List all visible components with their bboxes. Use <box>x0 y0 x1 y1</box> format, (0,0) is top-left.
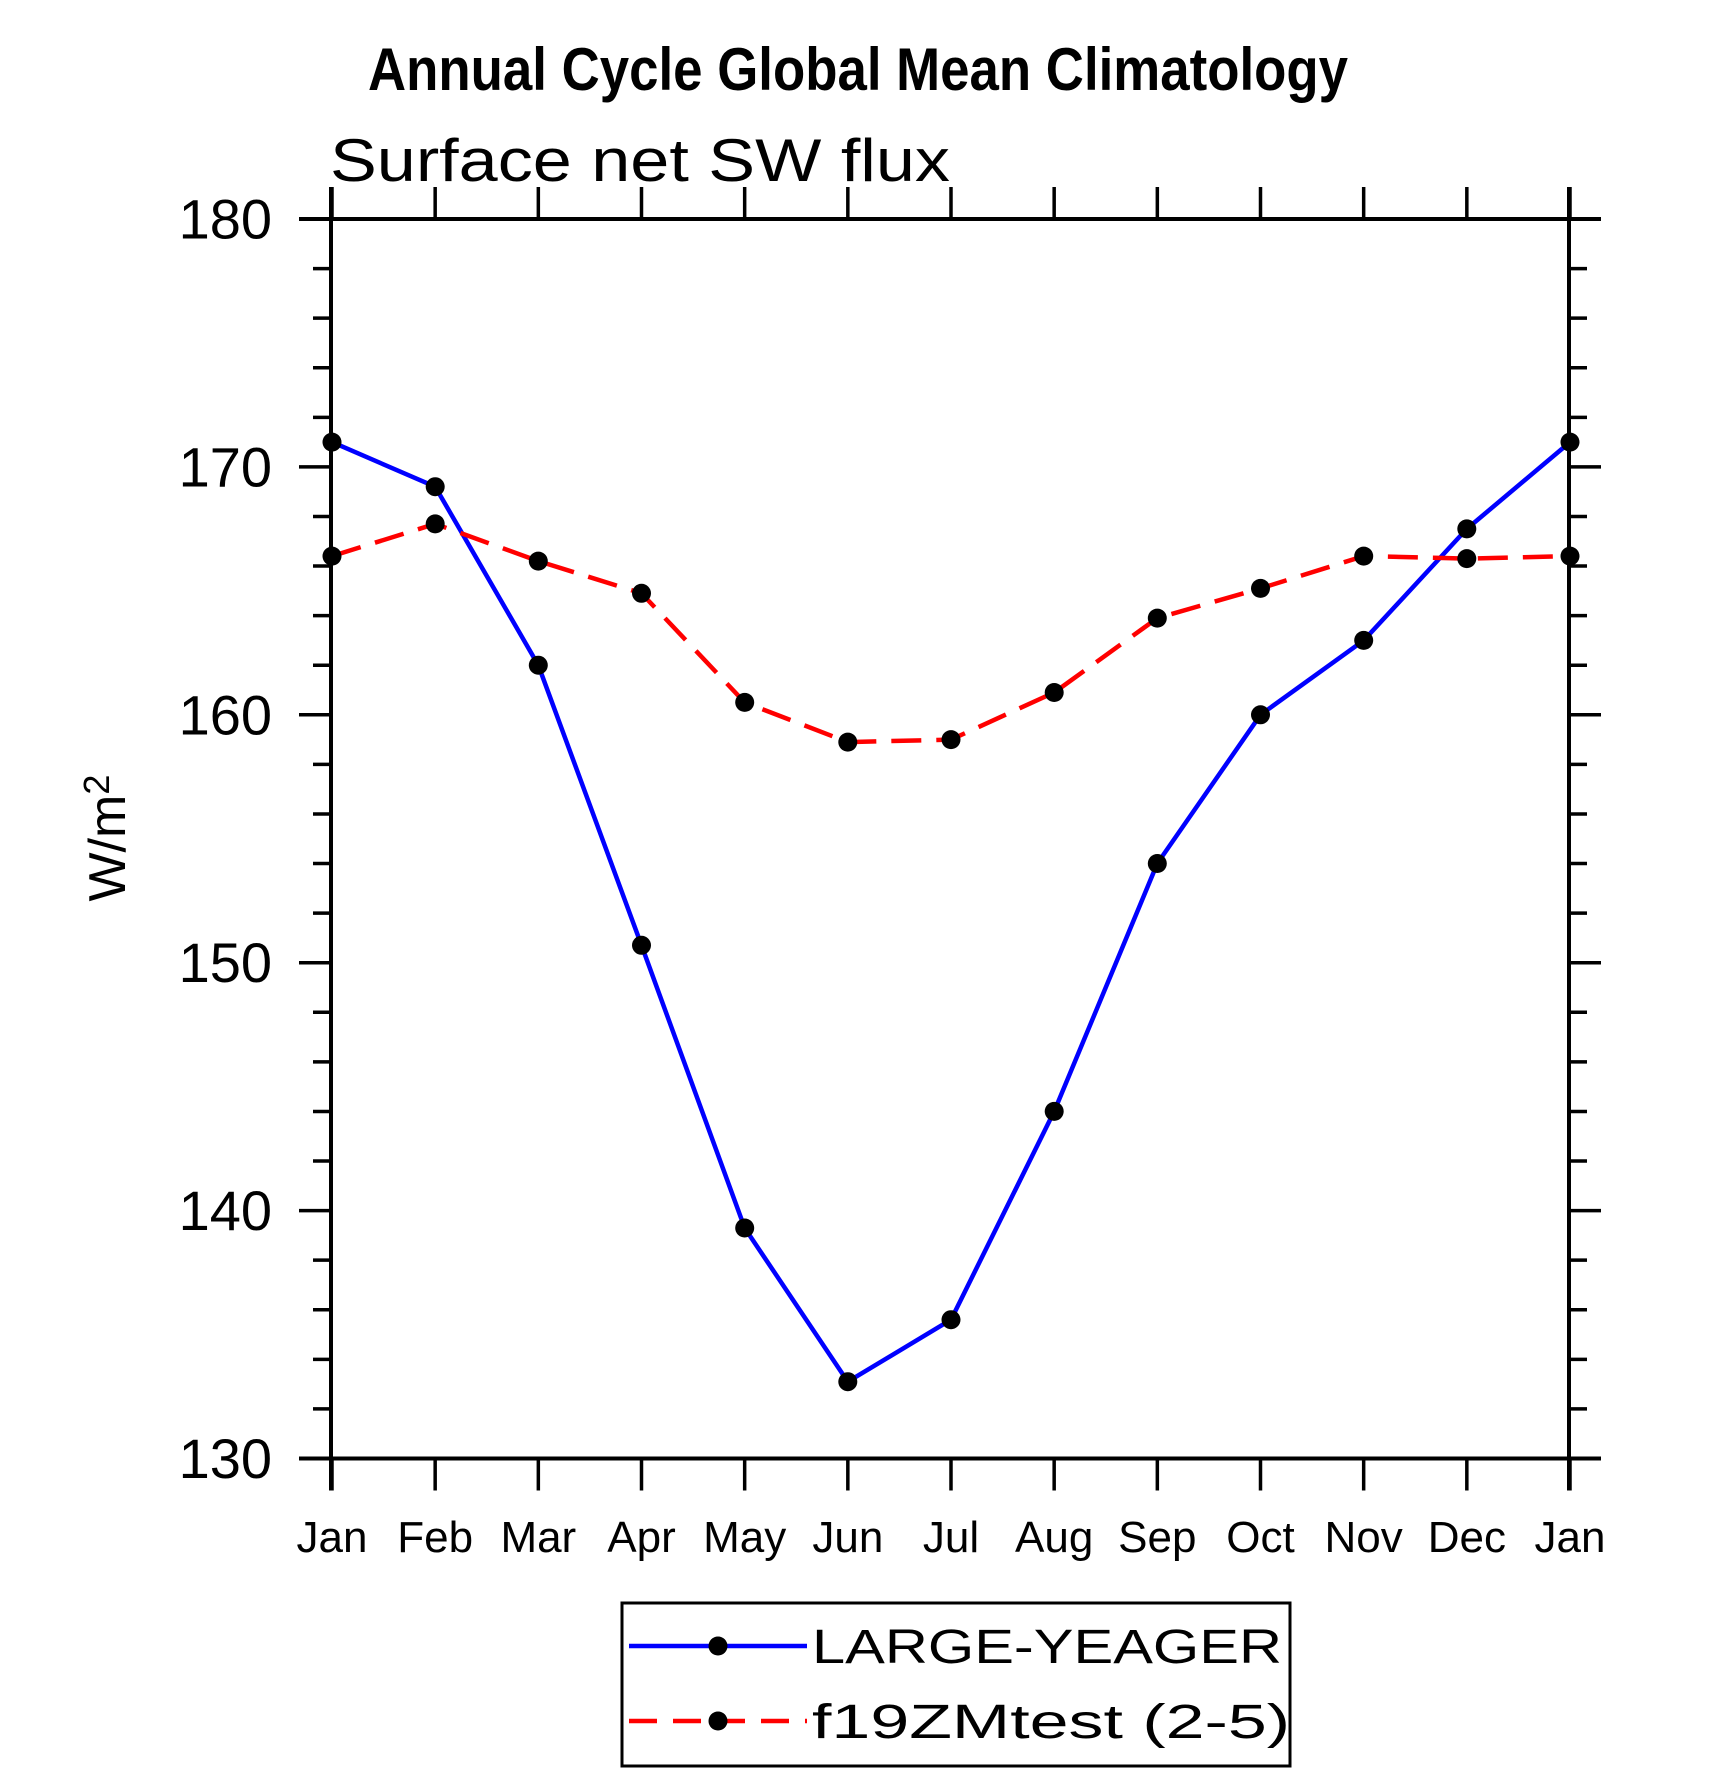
legend-marker <box>708 1636 728 1656</box>
x-tick-label-mar-2: Mar <box>500 1513 576 1562</box>
data-point-marker <box>425 477 445 497</box>
data-point-marker <box>1044 683 1064 702</box>
data-point-marker <box>1251 705 1270 725</box>
x-tick-label-jun-5: Jun <box>812 1513 883 1562</box>
data-point-marker <box>735 1218 755 1238</box>
data-point-marker <box>1044 1101 1064 1121</box>
data-point-marker <box>1457 519 1477 539</box>
data-point-marker <box>632 935 651 955</box>
data-point-marker <box>838 1372 858 1392</box>
series-line-0 <box>331 440 1572 1384</box>
y-tick-label-180: 180 <box>179 188 272 251</box>
x-tick-label-may-4: May <box>703 1513 786 1562</box>
data-point-marker <box>425 514 445 534</box>
x-tick-label-apr-3: Apr <box>607 1513 675 1562</box>
y-tick-label-130: 130 <box>179 1427 272 1490</box>
data-point-marker <box>1354 546 1374 566</box>
x-tick-label-dec-11: Dec <box>1428 1513 1506 1562</box>
x-tick-label-jan-12: Jan <box>1535 1513 1606 1562</box>
legend-label-0: LARGE-YEAGER <box>812 1621 1282 1674</box>
chart-title: Annual Cycle Global Mean Climatology <box>368 36 1349 103</box>
legend-entry-0: LARGE-YEAGER <box>629 1621 1282 1674</box>
data-point-marker <box>1457 549 1477 569</box>
y-tick-label-150: 150 <box>179 931 272 994</box>
data-point-marker <box>941 1310 961 1330</box>
y-axis-title: W/m2 <box>76 774 137 901</box>
x-tick-label-jan-0: Jan <box>297 1513 368 1562</box>
x-tick-label-feb-1: Feb <box>397 1513 473 1562</box>
legend-entry-1: f19ZMtest (2-5) <box>629 1696 1290 1749</box>
y-tick-label-160: 160 <box>179 683 272 746</box>
axes: Jan Feb Mar Apr May Jun Jul Aug Sep Oct Nov Dec Jan 1… <box>179 187 1606 1562</box>
legend: LARGE-YEAGER f19ZMtest (2-5) <box>620 1601 1292 1768</box>
x-tick-label-oct-9: Oct <box>1226 1513 1294 1562</box>
legend-marker <box>708 1711 728 1731</box>
data-point-marker <box>528 551 548 571</box>
series-f19zmtest-2-5- <box>322 514 1580 752</box>
data-point-marker <box>528 655 548 675</box>
data-point-marker <box>322 546 342 566</box>
data-point-marker <box>1147 608 1167 628</box>
data-point-marker <box>322 432 342 452</box>
y-tick-label-170: 170 <box>179 435 272 498</box>
data-point-marker <box>1354 630 1374 650</box>
x-tick-label-nov-10: Nov <box>1325 1513 1403 1562</box>
data-point-marker <box>632 583 651 603</box>
chart-subtitle: Surface net SW flux <box>330 127 950 194</box>
x-tick-label-jul-6: Jul <box>923 1513 979 1562</box>
legend-label-1: f19ZMtest (2-5) <box>812 1696 1290 1749</box>
data-point-marker <box>1251 578 1270 598</box>
data-point-marker <box>1560 546 1580 566</box>
legend-box <box>620 1601 1292 1768</box>
data-point-marker <box>941 730 961 750</box>
data-point-marker <box>1560 432 1580 452</box>
data-point-marker <box>838 732 858 752</box>
y-tick-label-140: 140 <box>179 1179 272 1242</box>
series-plot <box>322 432 1580 1392</box>
series-large-yeager <box>322 432 1580 1392</box>
data-point-marker <box>1147 854 1167 873</box>
x-tick-label-sep-8: Sep <box>1118 1513 1196 1562</box>
data-point-marker <box>735 692 755 712</box>
x-tick-label-aug-7: Aug <box>1015 1513 1093 1562</box>
